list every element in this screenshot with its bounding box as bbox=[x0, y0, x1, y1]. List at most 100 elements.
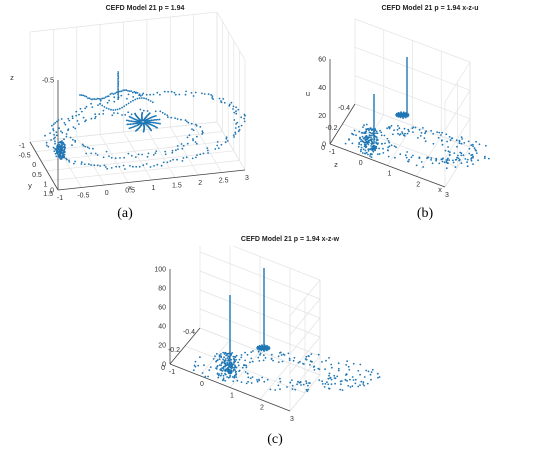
chart-a-point bbox=[140, 97, 143, 99]
chart-b-point bbox=[387, 155, 390, 158]
chart-a-point bbox=[160, 164, 163, 167]
chart-c-point bbox=[223, 369, 225, 371]
chart-a-point bbox=[84, 145, 87, 148]
chart-b-point bbox=[475, 140, 477, 143]
chart-c-title: CEFD Model 21 p = 1.94 x-z-w bbox=[240, 236, 340, 243]
chart-c-point bbox=[232, 380, 235, 383]
chart-a-point bbox=[146, 155, 149, 158]
chart-c-point bbox=[286, 386, 288, 388]
chart-a-point bbox=[142, 130, 145, 133]
chart-c-point bbox=[197, 364, 200, 367]
chart-a-point bbox=[57, 151, 60, 154]
chart-a-point bbox=[67, 117, 70, 120]
chart-b-point bbox=[418, 156, 421, 159]
chart-c-point bbox=[321, 361, 323, 363]
chart-a-point bbox=[61, 140, 63, 142]
chart-c-point bbox=[194, 365, 197, 368]
chart-c-point bbox=[222, 367, 225, 370]
chart-c-y-tick-label: -0.4 bbox=[183, 329, 195, 336]
chart-b-point bbox=[400, 111, 402, 114]
chart-a-point bbox=[207, 152, 210, 154]
chart-a-point bbox=[84, 120, 86, 123]
chart-a-point bbox=[157, 122, 160, 125]
chart-a-z-tick-label: -0.5 bbox=[42, 78, 54, 85]
chart-c-point bbox=[308, 355, 310, 358]
chart-a-point bbox=[240, 116, 243, 119]
chart-b-x-tick-label: 2 bbox=[416, 181, 420, 188]
chart-a-point bbox=[155, 150, 158, 153]
chart-b-point bbox=[478, 143, 481, 146]
chart-b-point bbox=[358, 143, 360, 146]
chart-c-point bbox=[337, 367, 340, 370]
chart-c-point bbox=[363, 376, 366, 378]
chart-c-x-axis bbox=[169, 363, 291, 412]
chart-a-point bbox=[131, 123, 134, 125]
chart-c-point bbox=[333, 377, 336, 379]
chart-a-point bbox=[56, 145, 58, 148]
chart-a-panel-label: (a) bbox=[117, 206, 133, 221]
chart-b-point bbox=[455, 139, 458, 142]
chart-a-point bbox=[132, 126, 135, 128]
chart-c-point bbox=[234, 364, 236, 367]
chart-a-point bbox=[196, 135, 198, 138]
chart-a-x-tick-label: 3 bbox=[245, 175, 249, 182]
chart-a-point bbox=[117, 74, 119, 77]
chart-b-point bbox=[401, 132, 404, 135]
chart-c-point bbox=[258, 378, 260, 381]
chart-c-point bbox=[305, 388, 308, 391]
chart-a-point bbox=[132, 120, 134, 123]
chart-b-point bbox=[357, 145, 360, 148]
chart-c-point bbox=[279, 388, 281, 391]
chart-c-point bbox=[354, 378, 357, 381]
chart-c-point bbox=[224, 359, 227, 362]
chart-b-point bbox=[387, 149, 389, 152]
chart-a-point bbox=[148, 112, 151, 115]
chart-a-point bbox=[149, 93, 152, 96]
chart-b-point bbox=[368, 134, 371, 137]
chart-b-point bbox=[370, 156, 373, 159]
chart-c-point bbox=[309, 364, 311, 366]
chart-b-point bbox=[395, 146, 397, 149]
chart-a-y-tick-label: -0.5 bbox=[19, 153, 31, 160]
chart-a-point bbox=[63, 153, 66, 156]
chart-b-point bbox=[422, 127, 424, 129]
chart-b-point bbox=[438, 131, 441, 134]
chart-c-point bbox=[346, 380, 348, 382]
chart-a-point bbox=[133, 91, 136, 93]
chart-a-point bbox=[216, 141, 219, 143]
chart-c-point bbox=[328, 372, 331, 375]
chart-c-point bbox=[250, 357, 253, 360]
chart-c-point bbox=[341, 389, 344, 391]
chart-a-point bbox=[80, 163, 83, 165]
chart-b-point bbox=[415, 164, 418, 167]
chart-b-point bbox=[397, 124, 399, 127]
chart-b-point bbox=[372, 150, 375, 153]
chart-b-point bbox=[363, 132, 366, 134]
chart-b-point bbox=[443, 161, 446, 164]
chart-b-point bbox=[367, 143, 370, 146]
chart-a-point bbox=[120, 94, 123, 97]
chart-a-point bbox=[210, 94, 213, 96]
chart-a-wall-gridline bbox=[216, 121, 246, 171]
chart-c-point bbox=[227, 364, 230, 366]
chart-a-point bbox=[90, 117, 93, 120]
chart-c-point bbox=[223, 356, 225, 359]
chart-c-x-tick-label: 2 bbox=[260, 404, 264, 411]
chart-a-point bbox=[81, 143, 84, 146]
chart-c-point bbox=[246, 353, 249, 356]
chart-a-floor-gridline bbox=[146, 129, 176, 178]
chart-c-point bbox=[337, 362, 340, 365]
chart-a-point bbox=[55, 155, 58, 158]
chart-c-point bbox=[238, 369, 241, 372]
chart-a-point bbox=[83, 163, 86, 166]
chart-a-point bbox=[172, 158, 175, 161]
chart-b-point bbox=[397, 111, 400, 114]
chart-b-point bbox=[405, 116, 407, 119]
chart-a-point bbox=[139, 95, 142, 97]
chart-a-point bbox=[98, 113, 101, 115]
chart-a-point bbox=[94, 152, 97, 155]
chart-b-point bbox=[365, 145, 368, 148]
chart-c-point bbox=[266, 345, 269, 347]
chart-a-point bbox=[57, 148, 60, 151]
chart-c-point bbox=[367, 370, 370, 373]
